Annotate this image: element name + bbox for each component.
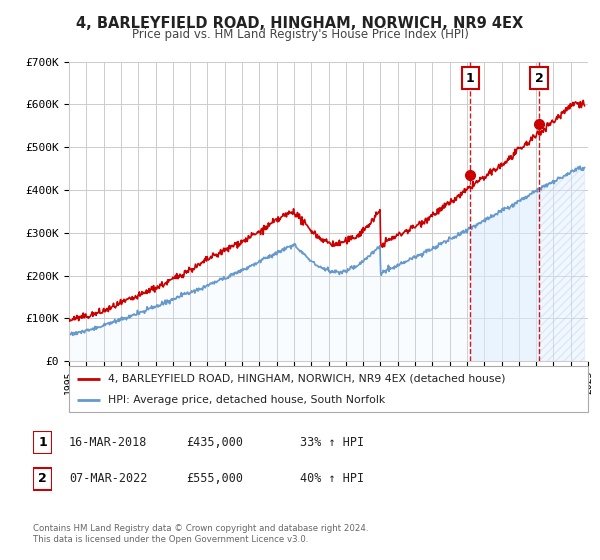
Text: 1: 1 [38, 436, 47, 449]
Text: Price paid vs. HM Land Registry's House Price Index (HPI): Price paid vs. HM Land Registry's House … [131, 28, 469, 41]
Text: 16-MAR-2018: 16-MAR-2018 [69, 436, 148, 449]
Text: Contains HM Land Registry data © Crown copyright and database right 2024.: Contains HM Land Registry data © Crown c… [33, 524, 368, 533]
Text: 1: 1 [466, 72, 475, 85]
Text: 33% ↑ HPI: 33% ↑ HPI [300, 436, 364, 449]
Text: £435,000: £435,000 [186, 436, 243, 449]
Text: 07-MAR-2022: 07-MAR-2022 [69, 472, 148, 486]
Text: £555,000: £555,000 [186, 472, 243, 486]
Text: HPI: Average price, detached house, South Norfolk: HPI: Average price, detached house, Sout… [108, 395, 385, 405]
Text: 2: 2 [38, 472, 47, 486]
FancyBboxPatch shape [69, 366, 588, 412]
FancyBboxPatch shape [34, 468, 52, 490]
FancyBboxPatch shape [34, 431, 52, 454]
Text: 2: 2 [535, 72, 544, 85]
Text: This data is licensed under the Open Government Licence v3.0.: This data is licensed under the Open Gov… [33, 535, 308, 544]
Text: 4, BARLEYFIELD ROAD, HINGHAM, NORWICH, NR9 4EX (detached house): 4, BARLEYFIELD ROAD, HINGHAM, NORWICH, N… [108, 374, 505, 384]
Text: 40% ↑ HPI: 40% ↑ HPI [300, 472, 364, 486]
Text: 4, BARLEYFIELD ROAD, HINGHAM, NORWICH, NR9 4EX: 4, BARLEYFIELD ROAD, HINGHAM, NORWICH, N… [76, 16, 524, 31]
